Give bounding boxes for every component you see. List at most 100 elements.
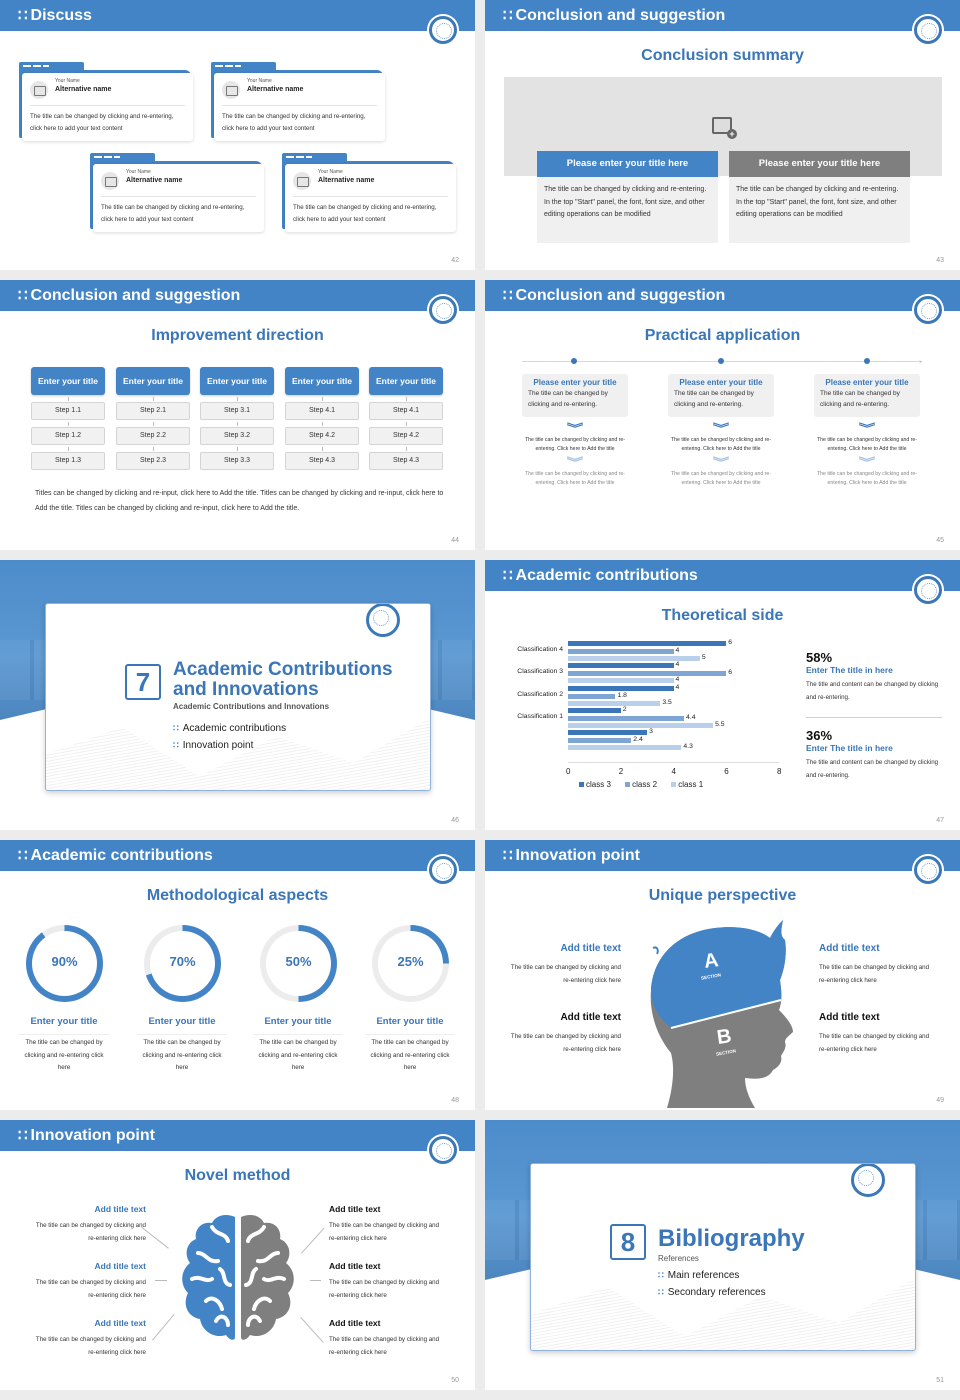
step-box[interactable]: Step 2.2	[116, 422, 190, 445]
application-item: Please enter your title The title can be…	[522, 374, 628, 489]
dots-icon: ∷	[503, 287, 512, 304]
dots-icon: ∷	[658, 1287, 664, 1297]
slide-51-section-8[interactable]: 8 Bibliography References ∷ Main referenc…	[485, 1120, 960, 1390]
card-alt-name: Alternative name	[55, 86, 112, 93]
ring-title: Enter your title	[376, 1016, 444, 1027]
progress-ring: 50%	[260, 925, 337, 1002]
person-card[interactable]: Your Name Alternative name The title can…	[211, 62, 385, 141]
step-box[interactable]: Step 4.2	[285, 422, 359, 445]
column-title[interactable]: Enter your title	[285, 367, 359, 395]
stat-title: Enter The title in here	[806, 743, 893, 753]
slide-45-practical-application[interactable]: ∷ Conclusion and suggestion Practical app…	[485, 280, 960, 550]
stat-percent: 36%	[806, 728, 833, 743]
item-title: Please enter your title	[825, 378, 909, 387]
step-box[interactable]: Step 1.1	[31, 397, 105, 420]
bar	[568, 745, 682, 750]
slide-42-discuss[interactable]: ∷ Discuss Your Name Alternative name The …	[0, 0, 475, 270]
slide-44-improvement-direction[interactable]: ∷ Conclusion and suggestion Improvement d…	[0, 280, 475, 550]
slide-title: Practical application	[644, 327, 801, 344]
double-chevron-down-icon: ︾	[712, 423, 730, 435]
slide-48-methodological-aspects[interactable]: ∷ Academic contributions Methodological a…	[0, 840, 475, 1110]
section-list-item[interactable]: ∷ Secondary references	[658, 1287, 766, 1298]
legend-swatch	[625, 782, 631, 787]
right-title: Add title text	[819, 943, 880, 954]
step-box[interactable]: Step 3.2	[200, 422, 274, 445]
legend-swatch	[579, 782, 584, 787]
head-silhouette-icon	[650, 920, 793, 1108]
timeline-dot	[864, 358, 870, 364]
university-logo-icon	[429, 296, 457, 324]
step-box[interactable]: Step 1.3	[31, 447, 105, 470]
section-list-item[interactable]: ∷ Academic contributions	[173, 723, 286, 734]
application-box[interactable]: Please enter your title The title can be…	[668, 374, 774, 417]
dots-icon: ∷	[18, 847, 27, 864]
slide-46-section-7[interactable]: 7 Academic Contributions and Innovations…	[0, 560, 475, 830]
dots-icon: ∷	[18, 1127, 27, 1144]
step-column: Enter your title Step 4.1 Step 4.2 Step …	[369, 367, 443, 470]
legend-label: class 2	[632, 780, 658, 789]
step-box[interactable]: Step 3.1	[200, 397, 274, 420]
double-chevron-down-icon: ︾	[712, 456, 730, 469]
legend-swatch	[671, 782, 677, 787]
item-step-text: The title can be changed by clicking and…	[524, 470, 626, 487]
item-text: The title can be changed by clicking and…	[528, 390, 608, 408]
slide-50-novel-method[interactable]: ∷ Innovation point Novel method Add title…	[0, 1120, 475, 1390]
step-box[interactable]: Step 2.3	[116, 447, 190, 470]
right-text: The title can be changed by clicking and…	[329, 1222, 440, 1242]
item-step-text: The title can be changed by clicking and…	[670, 437, 772, 453]
application-box[interactable]: Please enter your title The title can be…	[522, 374, 628, 417]
legend-item: class 3	[579, 780, 611, 789]
university-logo-icon	[429, 16, 457, 44]
step-box[interactable]: Step 1.2	[31, 422, 105, 445]
step-box[interactable]: Step 4.1	[369, 397, 443, 420]
bar	[568, 686, 674, 691]
step-box[interactable]: Step 4.3	[369, 447, 443, 470]
slide-title: Unique perspective	[648, 887, 797, 904]
step-box[interactable]: Step 3.3	[200, 447, 274, 470]
person-card[interactable]: Your Name Alternative name The title can…	[90, 153, 264, 232]
column-title[interactable]: Enter your title	[200, 367, 274, 395]
application-box[interactable]: Please enter your title The title can be…	[814, 374, 920, 417]
column-title[interactable]: Enter your title	[31, 367, 105, 395]
card-body: Your Name Alternative name The title can…	[214, 73, 385, 141]
slide-49-unique-perspective[interactable]: ∷ Innovation point Unique perspective A S…	[485, 840, 960, 1110]
step-box[interactable]: Step 4.1	[285, 397, 359, 420]
ring-text: The title can be changed by clicking and…	[253, 1034, 343, 1075]
slide-47-theoretical-side[interactable]: ∷ Academic contributions Theoretical side…	[485, 560, 960, 830]
connector-line	[301, 1227, 325, 1254]
ring-title: Enter your title	[264, 1016, 332, 1027]
legend-item: class 2	[625, 780, 657, 789]
stat-percent: 58%	[806, 650, 833, 665]
person-card[interactable]: Your Name Alternative name The title can…	[282, 153, 456, 232]
step-box[interactable]: Step 2.1	[116, 397, 190, 420]
bar	[568, 715, 685, 721]
summary-box[interactable]: Please enter your title here The title c…	[537, 151, 718, 243]
step-box[interactable]: Step 4.3	[285, 447, 359, 470]
column-title[interactable]: Enter your title	[369, 367, 443, 395]
right-text: The title can be changed by clicking and…	[819, 964, 930, 984]
section-title: Academic Contributions and Innovations	[173, 660, 393, 700]
ring-text: The title can be changed by clicking and…	[137, 1034, 227, 1075]
column-title[interactable]: Enter your title	[116, 367, 190, 395]
section-subtitle: Academic Contributions and Innovations	[173, 702, 330, 711]
ring-hole	[32, 931, 97, 996]
connector-line	[155, 1280, 167, 1281]
legend-item: class 1	[671, 780, 703, 789]
step-box[interactable]: Step 4.2	[369, 422, 443, 445]
page-number: 50	[451, 1377, 459, 1384]
list-item-label: Innovation point	[182, 740, 254, 751]
page-number: 51	[936, 1377, 944, 1384]
section-list-item[interactable]: ∷ Main references	[658, 1270, 739, 1281]
list-item-label: Academic contributions	[182, 723, 287, 734]
section-b-label: B	[715, 1025, 733, 1049]
person-card[interactable]: Your Name Alternative name The title can…	[19, 62, 193, 141]
add-image-icon[interactable]	[712, 117, 737, 139]
section-list-item[interactable]: ∷ Innovation point	[173, 740, 253, 751]
summary-box[interactable]: Please enter your title here The title c…	[729, 151, 910, 243]
section-title-line: Academic Contributions	[173, 659, 393, 680]
card-name: Your Name	[318, 169, 343, 175]
timeline-dot	[571, 358, 577, 364]
progress-ring: 70%	[144, 925, 221, 1002]
right-text: The title can be changed by clicking and…	[329, 1336, 440, 1356]
slide-43-conclusion-summary[interactable]: ∷ Conclusion and suggestion Conclusion su…	[485, 0, 960, 270]
